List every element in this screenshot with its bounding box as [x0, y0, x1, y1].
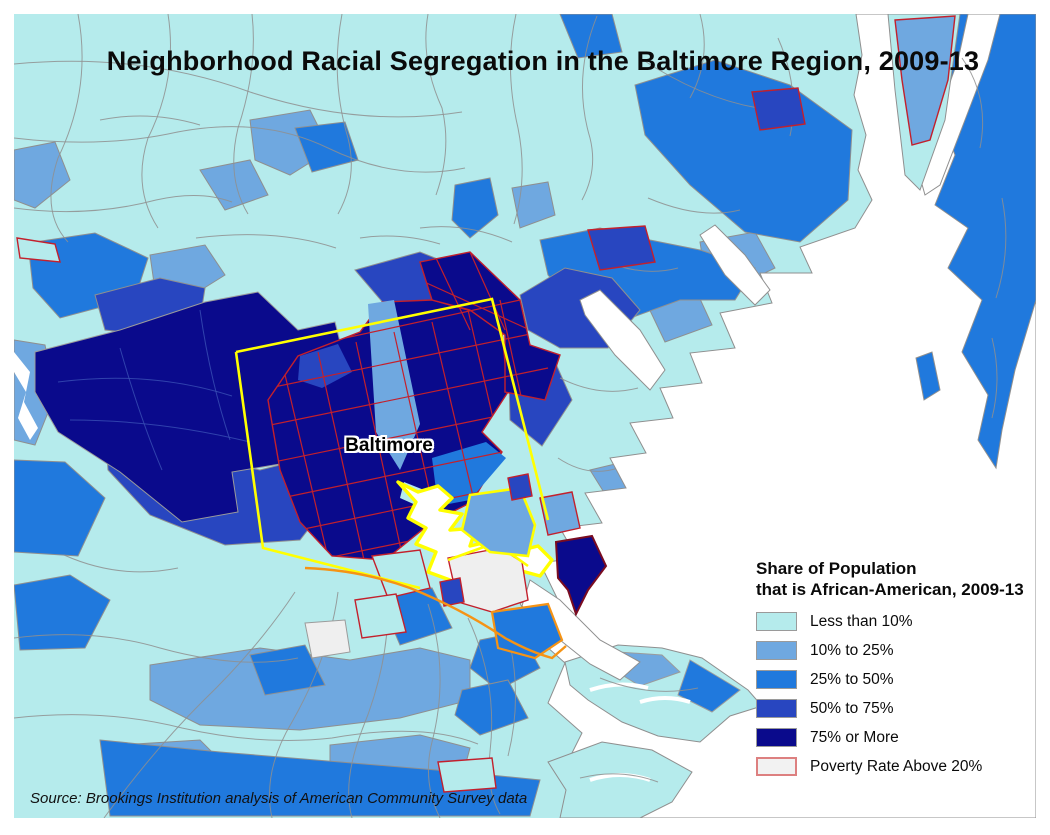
legend: Share of Population that is African-Amer… — [756, 558, 1046, 781]
legend-title-line1: Share of Population — [756, 559, 917, 578]
bay-water — [519, 14, 1036, 818]
legend-swatch-50to75 — [756, 699, 797, 718]
legend-label: Less than 10% — [810, 612, 913, 630]
poverty-tract-outline — [894, 15, 956, 146]
legend-swatch-poverty — [756, 757, 797, 776]
city-inner-patches — [298, 300, 506, 506]
legend-label: 10% to 25% — [810, 641, 894, 659]
map-title: Neighborhood Racial Segregation in the B… — [106, 46, 980, 76]
legend-item-50to75: 50% to 75% — [756, 694, 1046, 723]
legend-item-75plus: 75% or More — [756, 723, 1046, 752]
city-label: Baltimore — [345, 435, 433, 456]
legend-label: 75% or More — [810, 728, 899, 746]
legend-swatch-under10 — [756, 612, 797, 631]
legend-item-10to25: 10% to 25% — [756, 636, 1046, 665]
south-navy-tract — [554, 534, 608, 617]
legend-item-poverty: Poverty Rate Above 20% — [756, 752, 1046, 781]
orange-outlined-tract — [490, 602, 564, 660]
county-boundary-line — [304, 566, 567, 660]
legend-title-line2: that is African-American, 2009-13 — [756, 580, 1024, 599]
legend-label: Poverty Rate Above 20% — [810, 757, 983, 775]
legend-label: 50% to 75% — [810, 699, 894, 717]
legend-item-25to50: 25% to 50% — [756, 665, 1046, 694]
source-note: Source: Brookings Institution analysis o… — [30, 790, 528, 807]
legend-swatch-75plus — [756, 728, 797, 747]
legend-item-under10: Less than 10% — [756, 607, 1046, 636]
eastern-mesh — [961, 57, 1007, 419]
legend-swatch-10to25 — [756, 641, 797, 660]
reservoir-water — [14, 352, 38, 440]
legend-swatch-25to50 — [756, 670, 797, 689]
poverty-tract-gray — [304, 619, 351, 659]
bay-island — [915, 351, 941, 401]
tract-boundary-mesh — [14, 14, 794, 818]
river-inlets — [579, 224, 771, 391]
legend-label: 25% to 50% — [810, 670, 894, 688]
legend-items: Less than 10% 10% to 25% 25% to 50% 50% … — [756, 607, 1046, 781]
poverty-tract-outlines — [16, 87, 806, 793]
